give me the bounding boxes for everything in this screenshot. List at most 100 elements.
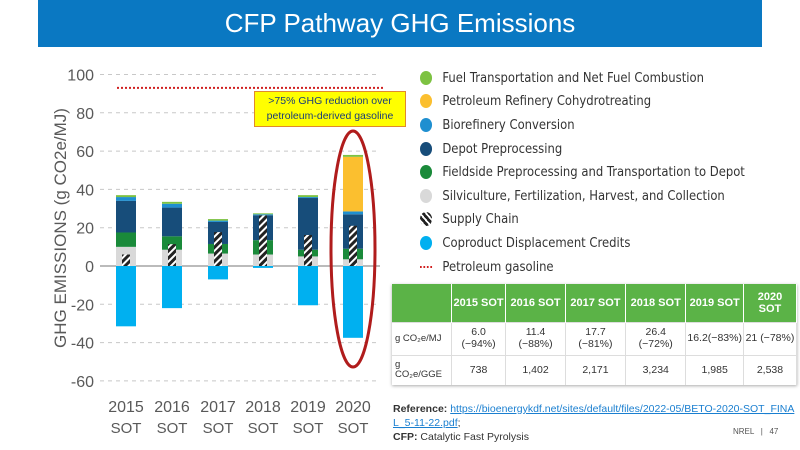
reference-link[interactable]: https://bioenergykdf.net/sites/default/f… [393,403,795,429]
table-cell: 16.2(−83%) [685,322,744,356]
bar-segment [162,207,182,237]
footer: NREL | 47 [733,427,779,436]
legend-item: Coproduct Displacement Credits [420,231,745,255]
x-tick-label: 2018 [245,399,281,416]
reference-label: Reference: [393,403,448,415]
legend-label: Petroleum Refinery Cohydrotreating [442,93,652,110]
legend-label: Supply Chain [442,211,519,228]
y-tick-label: 0 [85,259,94,276]
table-header-row: 2015 SOT 2016 SOT 2017 SOT 2018 SOT 2019 SOT… [392,284,798,323]
legend-swatch-icon [420,70,433,85]
legend-swatch-icon [420,165,433,180]
table-cell: 3,234 [625,354,687,385]
table-header-cell: 2019 SOT [685,284,744,323]
bar-segment [253,213,273,215]
emissions-table: 2015 SOT 2016 SOT 2017 SOT 2018 SOT 2019 SOT… [392,284,798,385]
table-cell: 6.0 (−94%) [451,322,507,356]
table-cell: g CO₂e/MJ [392,322,452,356]
table-cell: 2,171 [565,354,627,385]
bar-segment [343,156,363,212]
legend-swatch-icon [420,141,433,156]
table-cell: 1,985 [685,354,744,385]
legend-label: Fieldside Preprocessing and Transportati… [442,164,745,181]
legend-label: Petroleum gasoline [442,258,554,275]
supply-chain-bar [168,244,176,266]
y-tick-label: -40 [71,336,94,353]
y-tick-label: 40 [76,182,94,199]
legend-swatch-icon [420,117,433,132]
legend-swatch-icon [420,212,433,227]
legend: Fuel Transportation and Net Fuel Combust… [420,66,745,278]
y-tick-label: 80 [76,106,94,123]
dotted-line-icon [420,265,433,268]
bar-segment [208,220,228,222]
supply-chain-bar [122,254,130,266]
legend-item: Silviculture, Fertilization, Harvest, an… [420,184,745,208]
annotation-line: petroleum-derived gasoline [266,110,394,122]
legend-item: Biorefinery Conversion [420,113,745,137]
legend-item: Petroleum Refinery Cohydrotreating [420,90,745,114]
x-tick-label: 2020 [335,399,371,416]
y-tick-label: 60 [76,144,94,161]
bar-segment [162,236,182,250]
bar-segment [208,219,228,221]
bar-segment [116,197,136,201]
table-cell: 11.4 (−88%) [505,322,566,356]
legend-label: Fuel Transportation and Net Fuel Combust… [442,69,704,86]
bar-segment [298,197,318,199]
bar-segment [116,200,136,233]
x-tick-label: SOT [111,420,142,437]
legend-item: Fuel Transportation and Net Fuel Combust… [420,66,745,90]
credit-bar [116,266,136,327]
reference: Reference: https://bioenergykdf.net/site… [393,402,800,444]
table-cell: 26.4 (−72%) [625,322,687,356]
legend-item: Supply Chain [420,208,745,232]
credit-bar [208,266,228,280]
legend-label: Biorefinery Conversion [442,116,575,133]
bar-segment [162,201,182,204]
bar-segment [298,198,318,250]
bar-segment [343,154,363,157]
bar-segment [116,195,136,198]
y-tick-label: -20 [71,297,94,314]
highlight-ellipse [329,129,377,369]
table-cell: 1,402 [505,354,566,385]
legend-label: Silviculture, Fertilization, Harvest, an… [442,187,725,204]
table-header-cell: 2016 SOT [505,284,566,323]
x-tick-label: 2015 [108,399,144,416]
legend-item: Fieldside Preprocessing and Transportati… [420,160,745,184]
supply-chain-bar [349,225,357,266]
x-tick-label: 2019 [290,399,326,416]
cfp-label: CFP: [393,431,418,443]
x-tick-label: SOT [293,420,324,437]
x-tick-label: 2017 [200,399,236,416]
bar-segment [298,195,318,198]
credit-bar [253,266,273,268]
legend-swatch-icon [420,188,433,203]
y-tick-label: 100 [67,68,94,85]
supply-chain-bar [259,215,267,266]
annotation-line: >75% GHG reduction over [268,95,392,107]
cfp-text: Catalytic Fast Pyrolysis [420,431,529,443]
bar-segment [343,211,363,215]
table-row: g CO₂e/GGE 738 1,402 2,171 3,234 1,985 2,538 [392,354,798,385]
table-cell: 738 [451,354,507,385]
legend-swatch-icon [420,235,433,250]
y-tick-label: 20 [76,221,94,238]
credit-bar [162,266,182,309]
legend-label: Coproduct Displacement Credits [442,234,631,251]
legend-item: Depot Preprocessing [420,137,745,161]
legend-swatch-icon [420,94,433,109]
table-header-cell: 2017 SOT [565,284,627,323]
y-tick-label: -60 [71,374,94,391]
y-axis-title: GHG EMISSIONS (g CO2e/MJ) [51,108,70,348]
table-cell: 2,538 [743,354,798,385]
x-tick-label: SOT [157,420,188,437]
table-header-cell [392,284,452,323]
table-header-cell: 2018 SOT [625,284,687,323]
credit-bar [298,266,318,306]
legend-label: Depot Preprocessing [442,140,563,157]
table-row: g CO₂e/MJ 6.0 (−94%) 11.4 (−88%) 17.7 (−81%… [392,322,798,356]
x-tick-label: SOT [203,420,234,437]
